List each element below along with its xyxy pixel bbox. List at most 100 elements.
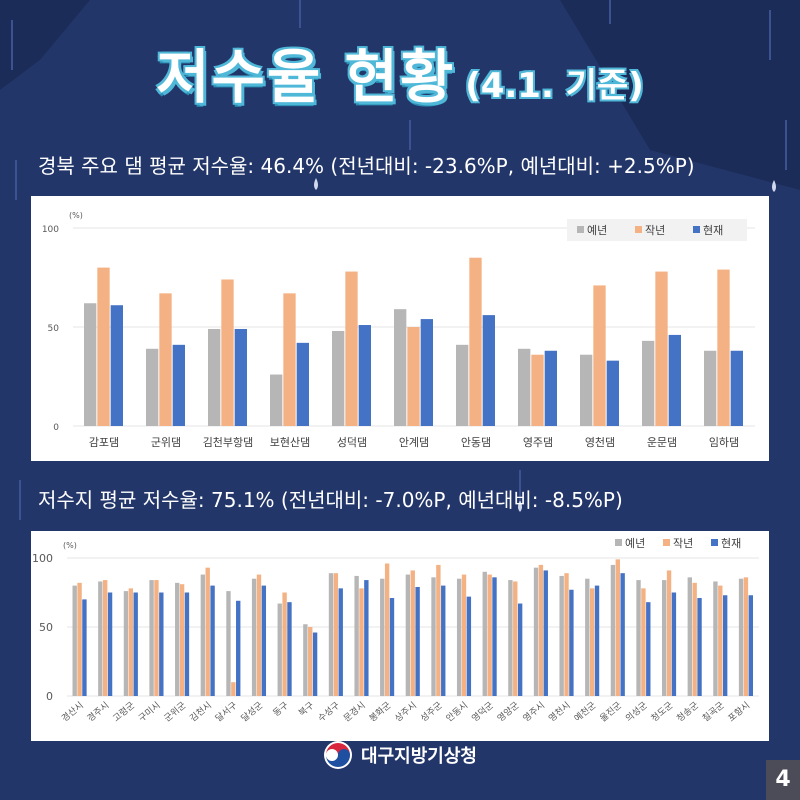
bar-예년-달성군 (251, 578, 257, 696)
bar-예년-영천시 (559, 575, 564, 696)
bar-작년-안계댐 (407, 327, 420, 426)
bar-현재-수성구 (338, 588, 343, 696)
x-tick-label: 영주시 (521, 700, 547, 724)
legend-swatch-작년 (663, 539, 670, 546)
bar-작년-달성군 (256, 574, 262, 696)
x-tick-label: 고령군 (110, 699, 137, 724)
x-tick-label: 북구 (297, 700, 317, 719)
bar-예년-안계댐 (394, 309, 407, 426)
legend-swatch-작년 (635, 226, 642, 233)
x-tick-label: 임하댐 (709, 435, 739, 449)
bar-예년-성주군 (431, 577, 436, 696)
legend-swatch-현재 (693, 226, 700, 233)
bar-예년-영천댐 (580, 354, 593, 426)
bar-작년-영양군 (513, 581, 518, 696)
bar-현재-군위군 (184, 592, 190, 696)
x-tick-label: 군위댐 (151, 436, 181, 449)
legend-swatch-예년 (615, 539, 622, 546)
bar-현재-김천시 (210, 585, 215, 696)
x-tick-label: 영양군 (495, 700, 521, 724)
bar-예년-경주시 (98, 581, 103, 696)
bar-현재-달성군 (261, 585, 267, 696)
bar-현재-문경시 (364, 580, 369, 696)
bar-예년-동구 (277, 603, 282, 696)
bar-예년-수성구 (328, 573, 334, 696)
bar-작년-보현산댐 (283, 293, 296, 426)
x-tick-label: 청송군 (675, 700, 701, 724)
bar-작년-문경시 (359, 588, 364, 696)
bar-작년-의성군 (641, 588, 646, 696)
x-tick-label: 군위군 (162, 700, 188, 724)
bar-현재-구미시 (159, 592, 164, 696)
bar-예년-상주시 (405, 574, 411, 696)
bar-현재-고령군 (133, 592, 138, 696)
bar-현재-영덕군 (492, 577, 497, 696)
bar-작년-김천시 (205, 567, 210, 696)
reservoir-chart-panel: 0 50 100 (%) 경산시 경주시 고령군 구미시 군위군 김천시 달서구 달성군 동구 북구 수성구… (31, 531, 769, 741)
bar-작년-감포댐 (97, 267, 110, 426)
org-name: 대구지방기상청 (361, 746, 477, 767)
bar-작년-상주시 (410, 570, 415, 696)
x-tick-label: 운문댐 (647, 436, 677, 449)
bar-예년-안동댐 (456, 344, 469, 426)
x-tick-label: 구미시 (137, 700, 163, 724)
x-tick-label: 경산시 (59, 699, 86, 724)
bar-작년-예천군 (589, 588, 595, 696)
bar-예년-군위댐 (146, 348, 159, 426)
bar-현재-봉화군 (389, 598, 395, 696)
bar-현재-영천시 (569, 589, 574, 696)
bar-예년-문경시 (354, 575, 359, 696)
x-tick-label: 안계댐 (399, 436, 429, 449)
y-tick-label: 50 (48, 324, 60, 334)
reservoir-summary-text: 저수지 평균 저수율: 75.1% (전년대비: -7.0%P, 예년대비: -… (38, 488, 623, 512)
bar-작년-안동댐 (469, 257, 482, 426)
bar-작년-울진군 (615, 559, 620, 696)
bar-예년-보현산댐 (270, 374, 283, 426)
bar-작년-임하댐 (717, 269, 730, 426)
bar-작년-북구 (308, 627, 313, 696)
bar-작년-성주군 (436, 564, 441, 696)
legend-label: 작년 (645, 224, 665, 237)
bar-현재-운문댐 (668, 334, 681, 426)
bar-현재-동구 (287, 602, 292, 696)
bar-현재-안동시 (466, 596, 472, 696)
x-tick-label: 울진군 (598, 700, 624, 724)
bar-현재-영천댐 (606, 360, 619, 426)
x-tick-label: 포항시 (726, 700, 752, 724)
y-tick-label: 100 (42, 225, 59, 235)
bar-작년-칠곡군 (718, 585, 723, 696)
x-tick-label: 봉화군 (367, 700, 393, 724)
bar-예년-칠곡군 (713, 581, 718, 696)
bar-작년-군위군 (179, 584, 185, 696)
bar-현재-칠곡군 (722, 595, 728, 696)
legend-label: 예년 (587, 224, 607, 237)
bar-현재-안계댐 (420, 319, 433, 426)
bar-현재-의성군 (646, 602, 651, 696)
x-tick-label: 청도군 (649, 700, 675, 724)
bar-현재-포항시 (748, 595, 753, 696)
y-tick-label: 0 (46, 690, 53, 703)
x-tick-label: 영천댐 (585, 435, 615, 449)
bar-예년-청도군 (661, 580, 667, 696)
x-tick-label: 김천시 (187, 699, 214, 724)
y-tick-label: 0 (53, 423, 59, 433)
bar-작년-성덕댐 (345, 271, 358, 426)
bar-예년-김천부항댐 (208, 328, 221, 426)
bar-예년-군위군 (175, 582, 180, 696)
x-tick-label: 성주군 (418, 700, 444, 724)
bar-예년-포항시 (738, 578, 744, 696)
bar-작년-군위댐 (159, 293, 172, 426)
bar-현재-울진군 (620, 573, 625, 696)
bar-현재-청도군 (671, 592, 677, 696)
bar-현재-영양군 (517, 603, 523, 696)
bar-작년-수성구 (333, 573, 339, 696)
x-tick-label: 달성군 (238, 699, 265, 724)
page-title: 저수율 현황 (156, 43, 456, 111)
bar-예년-봉화군 (380, 578, 385, 696)
y-tick-label: 50 (39, 621, 53, 634)
footer: 대구지방기상청 (0, 740, 800, 770)
bar-작년-동구 (282, 592, 287, 696)
bar-예년-영주시 (533, 567, 539, 696)
bar-예년-경산시 (72, 585, 77, 696)
bar-현재-성덕댐 (358, 325, 371, 426)
